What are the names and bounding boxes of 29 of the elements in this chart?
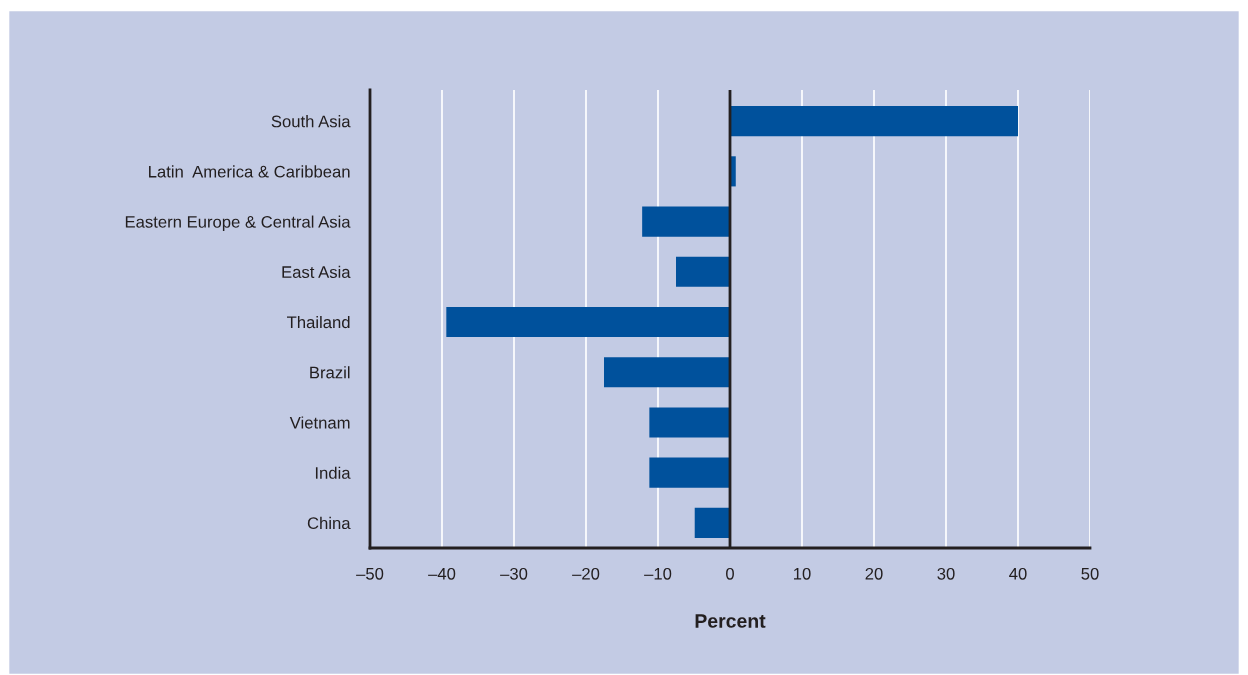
- bar: [446, 306, 730, 338]
- y-tick-label: India: [315, 466, 351, 479]
- x-tick-label: –50: [356, 567, 384, 580]
- y-tick-label: Latin America & Caribbean: [149, 165, 350, 178]
- x-tick-label: –40: [428, 567, 456, 580]
- bar: [730, 106, 1018, 137]
- x-tick-label: –30: [500, 567, 528, 580]
- x-tick-label: 40: [1009, 567, 1027, 580]
- y-tick-label: Brazil: [310, 366, 350, 379]
- bar: [676, 256, 730, 287]
- bar: [642, 206, 730, 237]
- x-tick-label: –20: [572, 567, 600, 580]
- y-tick-label: Vietnam: [289, 416, 350, 429]
- x-tick-label: 30: [937, 567, 955, 580]
- x-tick-label: 10: [794, 567, 811, 580]
- x-tick-label: –10: [644, 567, 672, 580]
- y-tick-label: Eastern Europe & Central Asia: [125, 215, 351, 232]
- x-tick-label: 20: [865, 567, 883, 580]
- bar: [649, 407, 730, 438]
- y-tick-label: China: [307, 516, 351, 530]
- y-tick-label: South Asia: [271, 115, 351, 128]
- y-tick-label: East Asia: [282, 265, 351, 278]
- x-tick-label: 0: [726, 567, 734, 580]
- bar: [604, 357, 730, 388]
- x-tick-label: 50: [1081, 567, 1099, 580]
- bar: [694, 507, 730, 538]
- x-axis-title: Percent: [695, 614, 766, 628]
- bar: [649, 457, 730, 488]
- y-tick-label: Thailand: [287, 315, 350, 329]
